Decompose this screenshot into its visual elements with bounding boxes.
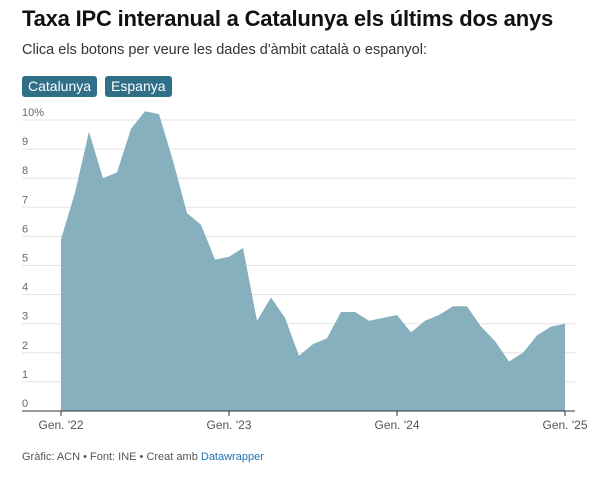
datawrapper-link[interactable]: Datawrapper xyxy=(200,451,264,463)
y-tick-label: 8 xyxy=(22,165,28,177)
y-tick-label: 2 xyxy=(22,340,28,352)
y-tick-label: 10% xyxy=(22,107,44,119)
espanya-button[interactable]: Espanya xyxy=(105,76,172,97)
x-tick-label: Gen. '24 xyxy=(375,418,420,432)
footer-source: Gràfic: ACN • Font: INE • Creat amb xyxy=(22,451,201,463)
area-series xyxy=(61,111,565,412)
catalunya-button[interactable]: Catalunya xyxy=(22,76,98,97)
region-buttons: Catalunya Espanya xyxy=(22,76,172,97)
x-tick-label: Gen. '22 xyxy=(39,418,84,432)
y-tick-label: 7 xyxy=(22,194,28,206)
y-tick-label: 3 xyxy=(22,311,28,323)
y-tick-label: 4 xyxy=(22,282,28,294)
y-tick-label: 0 xyxy=(22,398,28,410)
x-tick-label: Gen. '23 xyxy=(207,418,252,432)
chart-title: Taxa IPC interanual a Catalunya els últi… xyxy=(22,6,554,31)
chart-subtitle: Clica els botons per veure les dades d'à… xyxy=(22,42,427,58)
y-tick-label: 5 xyxy=(22,253,28,265)
y-tick-label: 1 xyxy=(22,369,28,381)
chart-footer: Gràfic: ACN • Font: INE • Creat amb Data… xyxy=(22,451,264,463)
x-tick-label: Gen. '25 xyxy=(543,418,588,432)
y-tick-label: 9 xyxy=(22,136,28,148)
y-tick-label: 6 xyxy=(22,223,28,235)
